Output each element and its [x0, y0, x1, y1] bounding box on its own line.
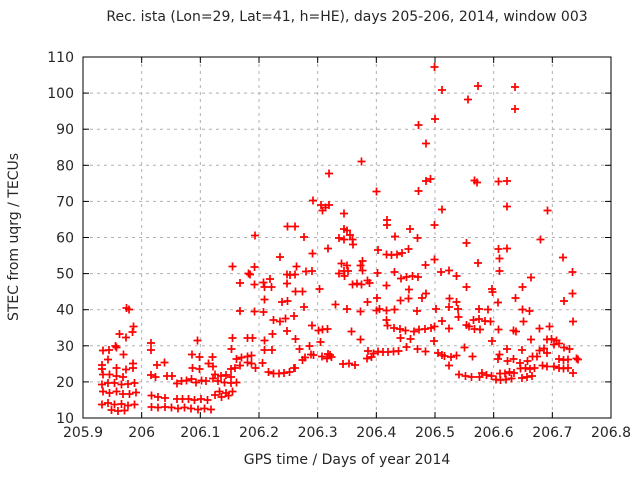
x-tick-label: 206.2: [239, 425, 279, 441]
y-tick-label: 110: [47, 50, 74, 66]
x-tick-label: 206.8: [591, 425, 631, 441]
plot-border: [82, 56, 612, 419]
data-points-stec: [98, 63, 582, 415]
x-tick-label: 205.9: [63, 425, 103, 441]
x-tick-label: 206.1: [180, 425, 220, 441]
x-tick-label: 206.4: [356, 425, 396, 441]
x-tick-label: 206.3: [298, 425, 338, 441]
y-tick-label: 50: [56, 267, 74, 283]
y-tick-label: 90: [56, 122, 74, 138]
y-tick-label: 60: [56, 231, 74, 247]
y-tick-label: 80: [56, 158, 74, 174]
x-tick-label: 206.5: [415, 425, 455, 441]
tick-labels: 205.9 206 206.1 206.2 206.3 206.4 206.5 206.6 20…: [47, 50, 631, 441]
chart-title: Rec. ista (Lon=29, Lat=41, h=HE), days 2…: [106, 9, 588, 25]
y-tick-label: 10: [56, 411, 74, 427]
y-tick-label: 40: [56, 303, 74, 319]
y-tick-label: 100: [47, 86, 74, 102]
y-tick-label: 20: [56, 375, 74, 391]
x-tick-label: 206.7: [532, 425, 572, 441]
y-tick-label: 70: [56, 194, 74, 210]
x-tick-label: 206.6: [474, 425, 514, 441]
x-axis-title: GPS time / Days of year 2014: [243, 452, 451, 468]
y-tick-label: 30: [56, 339, 74, 355]
x-tick-label: 206: [128, 425, 155, 441]
